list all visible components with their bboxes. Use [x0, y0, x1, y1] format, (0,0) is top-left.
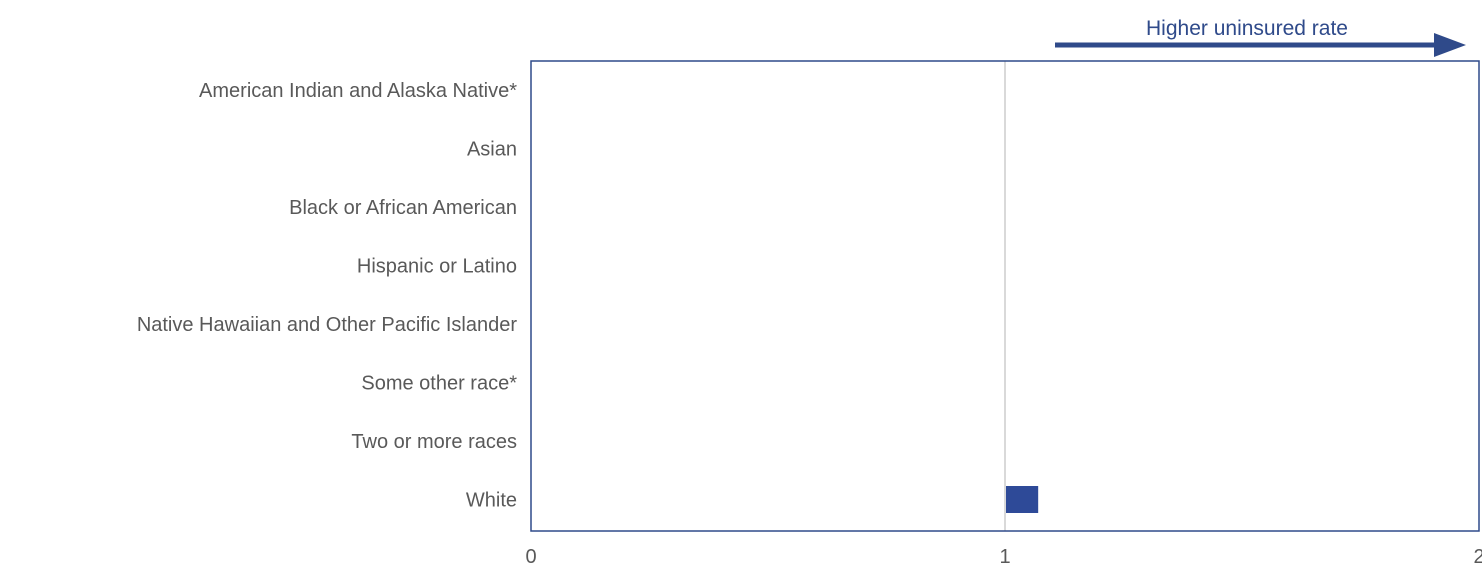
category-labels: American Indian and Alaska Native* Asian B…	[137, 80, 518, 512]
arrow-right-icon	[1434, 33, 1466, 57]
category-label-two-or-more-races: Two or more races	[351, 431, 517, 453]
annotation-text: Higher uninsured rate	[1146, 17, 1348, 40]
bars-group	[1005, 486, 1039, 513]
category-label-native-hawaiian-and-other-pacific-islander: Native Hawaiian and Other Pacific Island…	[137, 314, 518, 336]
bar-white	[1005, 486, 1039, 513]
higher-uninsured-annotation: Higher uninsured rate	[1055, 17, 1466, 57]
category-label-white: White	[466, 490, 517, 512]
x-axis-tick-labels: 0 1 2	[525, 546, 1482, 565]
category-label-asian: Asian	[467, 139, 517, 161]
x-tick-label-2: 2	[1473, 546, 1482, 565]
category-label-some-other-race: Some other race*	[361, 373, 517, 395]
category-label-american-indian-and-alaska-native: American Indian and Alaska Native*	[199, 80, 517, 102]
plot-area-frame	[530, 60, 1480, 532]
category-label-hispanic-or-latino: Hispanic or Latino	[357, 256, 517, 278]
x-tick-label-1: 1	[999, 546, 1010, 565]
x-tick-label-0: 0	[525, 546, 536, 565]
category-label-black-or-african-american: Black or African American	[289, 197, 517, 219]
